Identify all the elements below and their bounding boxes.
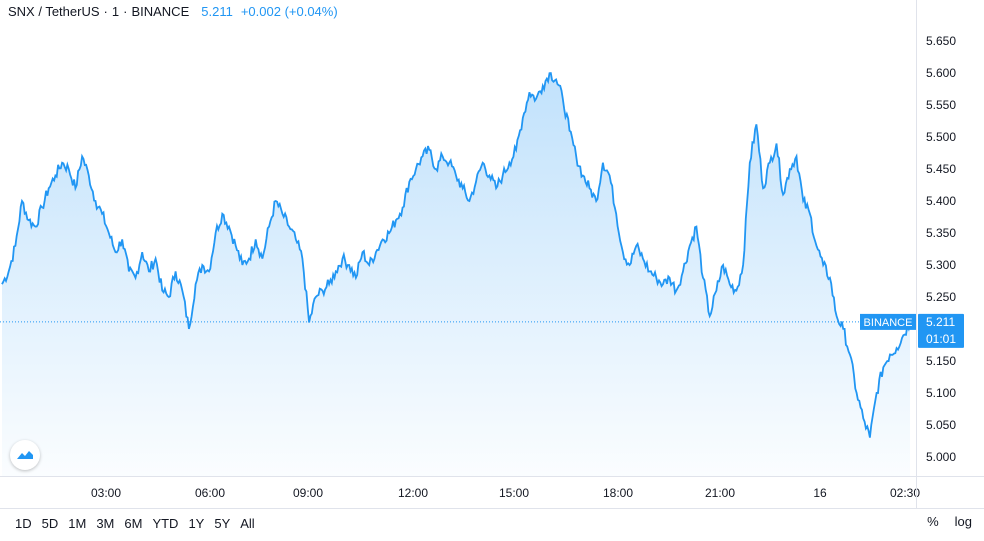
range-button-1d[interactable]: 1D bbox=[15, 516, 32, 531]
price-axis-divider bbox=[916, 0, 917, 508]
range-button-1m[interactable]: 1M bbox=[68, 516, 87, 531]
y-tick-label: 5.100 bbox=[926, 386, 956, 400]
price-label-value: 5.211 bbox=[926, 315, 955, 329]
x-tick-label: 16 bbox=[813, 486, 827, 500]
y-tick-label: 5.250 bbox=[926, 290, 956, 304]
x-tick-label: 21:00 bbox=[705, 486, 735, 500]
x-tick-label: 03:00 bbox=[91, 486, 121, 500]
exchange-tag-label: BINANCE bbox=[864, 317, 913, 329]
separator-dot: · bbox=[123, 4, 128, 19]
x-tick-label: 06:00 bbox=[195, 486, 225, 500]
y-tick-label: 5.150 bbox=[926, 354, 956, 368]
y-tick-label: 5.400 bbox=[926, 194, 956, 208]
toolbar-divider bbox=[0, 508, 984, 509]
interval-label: 1 bbox=[111, 4, 120, 19]
y-tick-label: 5.050 bbox=[926, 418, 956, 432]
bar-countdown: 01:01 bbox=[926, 332, 956, 346]
chart-legend: SNX / TetherUS · 1 · BINANCE 5.211 +0.00… bbox=[8, 4, 338, 19]
x-tick-label: 09:00 bbox=[293, 486, 323, 500]
y-tick-label: 5.600 bbox=[926, 66, 956, 80]
y-tick-label: 5.450 bbox=[926, 162, 956, 176]
price-area-fill bbox=[2, 73, 910, 476]
last-price: 5.211 bbox=[201, 4, 233, 19]
time-range-bar: 1D 5D 1M 3M 6M YTD 1Y 5Y All bbox=[10, 514, 260, 533]
price-line bbox=[1, 72, 911, 438]
exchange-label: BINANCE bbox=[131, 4, 190, 19]
y-tick-label: 5.300 bbox=[926, 258, 956, 272]
x-tick-label: 18:00 bbox=[603, 486, 633, 500]
log-scale-button[interactable]: log bbox=[954, 514, 972, 529]
separator-dot: · bbox=[103, 4, 108, 19]
symbol-name[interactable]: SNX / TetherUS bbox=[8, 4, 100, 19]
y-tick-label: 5.000 bbox=[926, 450, 956, 464]
price-change: +0.002 (+0.04%) bbox=[240, 4, 338, 19]
y-tick-label: 5.500 bbox=[926, 130, 956, 144]
range-button-5d[interactable]: 5D bbox=[41, 516, 59, 531]
tradingview-logo-icon bbox=[17, 451, 33, 459]
range-button-6m[interactable]: 6M bbox=[124, 516, 143, 531]
range-button-all[interactable]: All bbox=[240, 516, 255, 531]
range-button-3m[interactable]: 3M bbox=[96, 516, 115, 531]
scale-buttons: % log bbox=[927, 514, 972, 529]
price-label-box bbox=[918, 313, 964, 348]
range-button-5y[interactable]: 5Y bbox=[214, 516, 231, 531]
time-axis-divider bbox=[0, 476, 984, 477]
x-tick-label: 12:00 bbox=[398, 486, 428, 500]
exchange-tag-box bbox=[860, 313, 916, 330]
tradingview-logo-button[interactable] bbox=[10, 440, 40, 470]
x-tick-label: 02:30 bbox=[890, 486, 920, 500]
x-tick-label: 15:00 bbox=[499, 486, 529, 500]
range-button-1y[interactable]: 1Y bbox=[188, 516, 205, 531]
y-tick-label: 5.350 bbox=[926, 226, 956, 240]
y-tick-label: 5.650 bbox=[926, 34, 956, 48]
range-button-ytd[interactable]: YTD bbox=[152, 516, 179, 531]
y-tick-label: 5.550 bbox=[926, 98, 956, 112]
percent-scale-button[interactable]: % bbox=[927, 514, 939, 529]
